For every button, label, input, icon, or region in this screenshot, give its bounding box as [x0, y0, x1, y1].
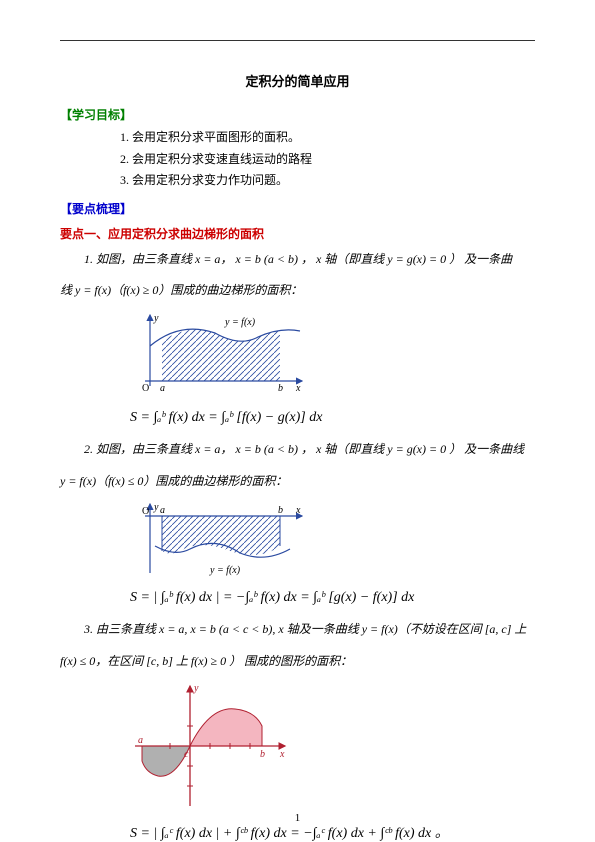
objectives-label: 【学习目标】	[60, 106, 535, 123]
figure-3: y x a b c	[130, 681, 535, 816]
fig2-label-b: b	[278, 505, 283, 516]
fig2-label-a: a	[160, 505, 165, 516]
para1-line1: 1. 如图，由三条直线 x = a， x = b (a < b) ， x 轴（即…	[60, 246, 535, 274]
fig1-label-y: y	[153, 313, 159, 324]
para2-line1: 2. 如图，由三条直线 x = a， x = b (a < b) ， x 轴（即…	[60, 436, 535, 464]
page: 定积分的简单应用 【学习目标】 1. 会用定积分求平面图形的面积。 2. 会用定…	[0, 0, 595, 842]
formula-3: S = | ∫ₐᶜ f(x) dx | + ∫ᶜᵇ f(x) dx = −∫ₐᶜ…	[130, 822, 535, 842]
fig1-region	[162, 329, 280, 381]
figure-1-svg: y O a b y = f(x) x	[130, 311, 305, 399]
figure-2-svg: y O a b x y = f(x)	[130, 501, 305, 579]
figure-1: y O a b y = f(x) x	[130, 311, 535, 404]
objective-2: 2. 会用定积分求变速直线运动的路程	[120, 149, 535, 171]
point1-label: 要点一、应用定积分求曲边梯形的面积	[60, 225, 535, 242]
fig3-neg-region	[142, 746, 190, 776]
para2-line2: y = f(x)（f(x) ≤ 0）围成的曲边梯形的面积：	[60, 468, 535, 496]
fig3-label-c: c	[184, 749, 189, 760]
para3-line2: f(x) ≤ 0，在区间 [c, b] 上 f(x) ≥ 0 ） 围成的图形的面…	[60, 648, 535, 676]
figure-3-svg: y x a b c	[130, 681, 290, 811]
fig3-label-x: x	[279, 749, 285, 760]
fig2-label-x: x	[295, 505, 301, 516]
para1-line2: 线 y = f(x)（f(x) ≥ 0）围成的曲边梯形的面积：	[60, 277, 535, 305]
fig3-label-y: y	[193, 683, 199, 694]
fig1-label-b: b	[278, 383, 283, 394]
fig1-label-a: a	[160, 383, 165, 394]
fig1-label-x: x	[295, 383, 301, 394]
fig2-label-O: O	[142, 506, 149, 517]
formula-1: S = ∫ₐᵇ f(x) dx = ∫ₐᵇ [f(x) − g(x)] dx	[130, 410, 535, 426]
objective-1: 1. 会用定积分求平面图形的面积。	[120, 127, 535, 149]
page-number: 1	[0, 812, 595, 824]
keypoints-label: 【要点梳理】	[60, 200, 535, 217]
fig3-pos-region	[190, 709, 262, 746]
fig3-label-a: a	[138, 735, 143, 746]
fig2-label-y: y	[153, 502, 159, 513]
objectives-list: 1. 会用定积分求平面图形的面积。 2. 会用定积分求变速直线运动的路程 3. …	[120, 127, 535, 192]
fig1-curve-label: y = f(x)	[224, 317, 256, 328]
page-title: 定积分的简单应用	[60, 71, 535, 90]
fig2-region	[162, 516, 280, 555]
fig1-label-O: O	[142, 383, 149, 394]
objective-3: 3. 会用定积分求变力作功问题。	[120, 170, 535, 192]
para3-line1: 3. 由三条直线 x = a, x = b (a < c < b), x 轴及一…	[60, 616, 535, 644]
top-rule	[60, 40, 535, 41]
fig2-curve-label: y = f(x)	[209, 565, 241, 576]
formula-2: S = | ∫ₐᵇ f(x) dx | = −∫ₐᵇ f(x) dx = ∫ₐᵇ…	[130, 590, 535, 606]
figure-2: y O a b x y = f(x)	[130, 501, 535, 584]
fig3-label-b: b	[260, 749, 265, 760]
